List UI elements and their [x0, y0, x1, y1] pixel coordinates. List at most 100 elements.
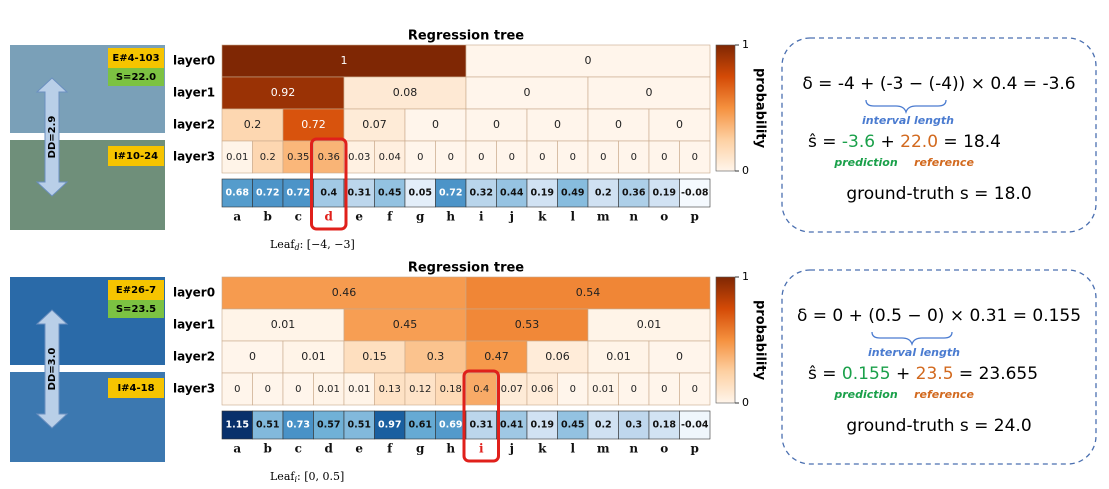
- leaf-letter: c: [295, 442, 302, 456]
- tree-cell: [679, 140, 711, 174]
- leaf-value: -0.08: [681, 188, 709, 199]
- cell-value: 0.2: [260, 152, 276, 163]
- colorbar-tick-label: 1: [742, 270, 749, 283]
- leaf-value: 0.69: [439, 420, 462, 431]
- leaf-value: 0.73: [287, 420, 310, 431]
- tree-cell: [221, 308, 345, 342]
- cell-value: 0.47: [484, 350, 509, 363]
- label-bg: [108, 280, 164, 300]
- tree-cell: [404, 340, 467, 374]
- leaf-value: 0.3: [625, 420, 642, 431]
- layer-label: layer2: [173, 350, 215, 364]
- leaf-label-base: Leaf: [270, 470, 295, 483]
- leaf-cell: [435, 410, 467, 440]
- tree-cell: [465, 140, 497, 174]
- image-label: I#4-18: [117, 383, 154, 394]
- cell-value: 0.46: [332, 286, 357, 299]
- layer-label: layer3: [173, 150, 215, 164]
- cell-value: 0: [692, 152, 698, 163]
- leaf-value: 0.49: [561, 188, 584, 199]
- cell-value: 0.18: [440, 384, 462, 395]
- cell-value: 0: [615, 118, 622, 131]
- highlight-box: [310, 137, 348, 231]
- prediction-label: prediction: [833, 388, 898, 401]
- colorbar-tick-label: 0: [742, 164, 749, 177]
- leaf-letter: n: [629, 210, 638, 224]
- tree-cell: [648, 372, 680, 406]
- reference-value: 23.5: [916, 364, 954, 384]
- tree-cell: [343, 340, 406, 374]
- tree-cell: [221, 372, 253, 406]
- plus: +: [875, 132, 900, 152]
- cell-value: 0: [417, 152, 423, 163]
- prediction-label: prediction: [833, 156, 898, 169]
- leaf-cell: [679, 178, 711, 208]
- leaf-value: 0.45: [378, 188, 401, 199]
- leaf-cell: [679, 410, 711, 440]
- formula-box: [781, 269, 1097, 465]
- reference-value: 22.0: [900, 132, 938, 152]
- cell-value: 0.72: [301, 118, 326, 131]
- tree-cell: [282, 340, 345, 374]
- tree-cell: [343, 372, 375, 406]
- cell-value: 0.12: [409, 384, 431, 395]
- leaf-cell: [618, 410, 650, 440]
- interval-label: interval length: [862, 114, 954, 127]
- cell-value: 0: [493, 118, 500, 131]
- cell-value: 0.01: [637, 318, 662, 331]
- cell-value: 0.45: [393, 318, 418, 331]
- leaf-letter: m: [597, 210, 610, 224]
- leaf-value: 0.31: [470, 420, 493, 431]
- tree-cell: [435, 372, 467, 406]
- tree-cell: [252, 372, 284, 406]
- cell-value: 0.54: [576, 286, 601, 299]
- tree-cell: [404, 140, 436, 174]
- cell-value: 0.07: [362, 118, 387, 131]
- cell-value: 0: [570, 152, 576, 163]
- leaf-letter: g: [416, 442, 425, 456]
- reference-label: reference: [914, 388, 974, 401]
- leaf-letter: o: [660, 442, 668, 456]
- cell-value: 0: [524, 86, 531, 99]
- cell-value: 0: [600, 152, 606, 163]
- plus: +: [891, 364, 916, 384]
- tree-cell: [465, 44, 711, 78]
- tree-cell: [221, 108, 284, 142]
- leaf-letter: m: [597, 442, 610, 456]
- formula-box: [781, 37, 1097, 233]
- cell-value: 0.01: [606, 350, 631, 363]
- cell-value: 0.01: [318, 384, 340, 395]
- leaf-cell: [587, 178, 619, 208]
- tree-cell: [221, 44, 467, 78]
- cell-value: 0: [676, 350, 683, 363]
- leaf-value: 0.2: [595, 188, 612, 199]
- cell-value: 0.06: [531, 384, 553, 395]
- tree-cell: [587, 372, 619, 406]
- label-bg: [108, 68, 164, 86]
- tree-cell: [465, 340, 528, 374]
- tree-cell: [648, 108, 711, 142]
- tree-cell: [557, 372, 589, 406]
- tree-cell: [282, 372, 314, 406]
- formula-delta: δ = 0 + (0.5 − 0) × 0.31 = 0.155: [797, 306, 1081, 326]
- leaf-label: Leafi: [0, 0.5]: [270, 470, 344, 484]
- leaf-label-range: : [−4, −3]: [300, 238, 355, 251]
- tree-cell: [313, 372, 345, 406]
- leaf-cell: [404, 410, 436, 440]
- leaf-value: 1.15: [226, 420, 249, 431]
- tree-cell: [221, 276, 467, 310]
- tree-cell: [221, 340, 284, 374]
- leaf-letter: e: [355, 210, 363, 224]
- leaf-value: 0.51: [348, 420, 371, 431]
- leaf-letter: a: [233, 210, 241, 224]
- leaf-letter: d: [325, 210, 334, 224]
- leaf-value: 0.19: [531, 188, 554, 199]
- layer-label: layer1: [173, 318, 215, 332]
- leaf-letter: f: [387, 210, 393, 224]
- leaf-letter: j: [509, 210, 514, 224]
- arrow: [35, 77, 69, 197]
- result: = 18.4: [938, 132, 1001, 152]
- leaf-letter: j: [509, 442, 514, 456]
- tree-title: Regression tree: [408, 29, 524, 44]
- leaf-letter: h: [446, 210, 455, 224]
